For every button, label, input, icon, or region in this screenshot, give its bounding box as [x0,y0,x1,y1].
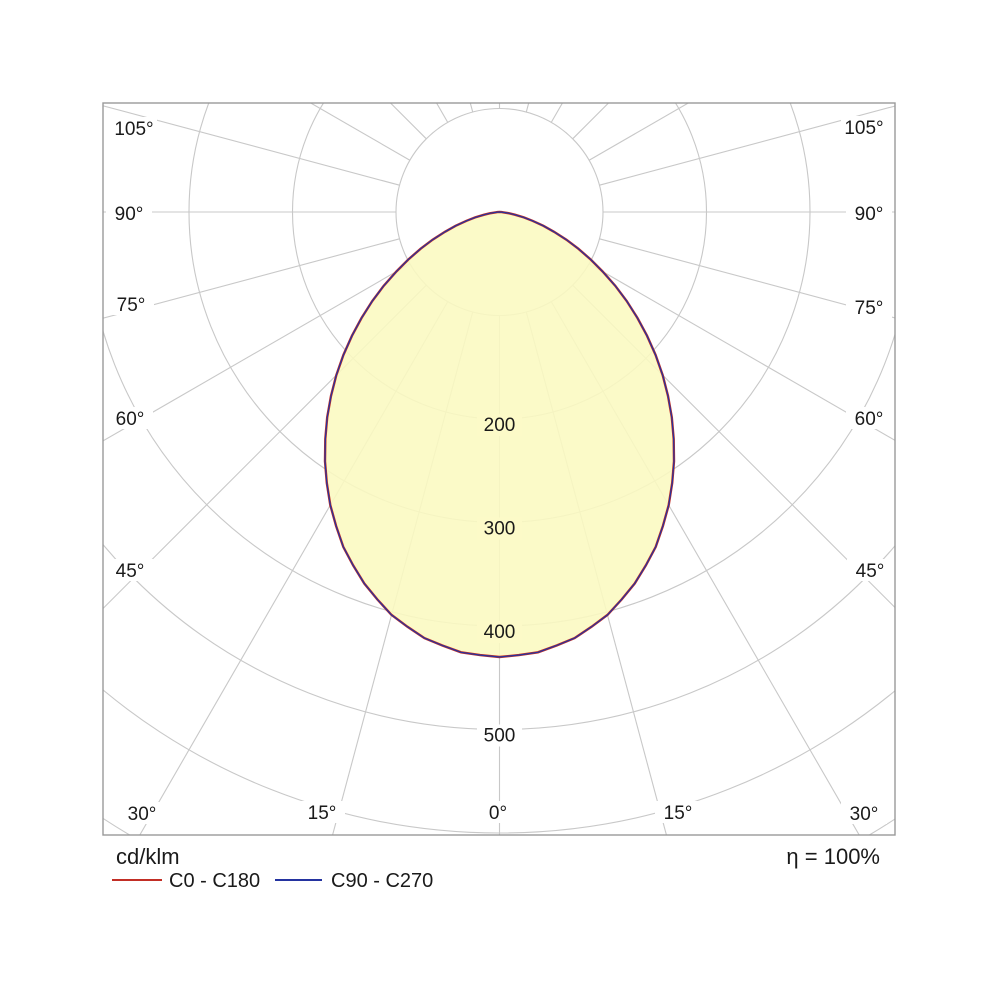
spoke-225deg [389,103,427,140]
angle-label-left-4: 45° [116,561,145,582]
angle-label-bg-bottom-2 [655,801,701,823]
ring-label-bg-400 [477,621,522,643]
angle-label-bg-left-3 [107,407,153,429]
ring-label-bg-200 [477,414,522,436]
ring-label-300: 300 [484,519,516,540]
angle-label-bg-left-4 [107,559,153,581]
ring-label-400: 400 [484,622,516,643]
spoke-240deg [309,103,411,161]
angle-label-right-2: 75° [855,298,884,319]
spoke-75deg [599,238,895,319]
ring-label-bg-300 [477,517,522,540]
legend-label-c0-c180: C0 - C180 [169,870,260,892]
angle-label-left-1: 90° [115,204,144,225]
spoke-105deg [599,105,895,186]
spoke-135deg [572,103,610,140]
spoke-150deg [550,103,564,123]
legend-label-c90-c270: C90 - C270 [331,870,433,892]
angle-label-bottom-2: 15° [664,803,693,824]
intensity-curves [323,210,676,659]
angle-label-bottom-1: 0° [489,803,507,824]
angle-label-right-4: 105° [844,118,883,139]
efficiency-label: η = 100% [786,844,880,869]
spoke-60deg [588,263,895,441]
angle-label-bg-left-0 [111,117,157,139]
angle-label-bg-left-5 [119,802,165,824]
angle-labels: 105° 90° 75° 60° 45° 30° 15° 0° 15° 30° 45° 60° 75° 9… [106,116,893,825]
angle-label-bg-right-4 [841,116,887,138]
angle-label-bottom-0: 15° [308,803,337,824]
angle-label-left-3: 60° [116,409,145,430]
angle-label-bg-right-3 [846,202,892,224]
angle-label-bg-bottom-1 [475,801,521,823]
ring-labels: 200 300 400 500 [477,414,522,747]
spoke-210deg [435,103,449,123]
angle-label-bottom-3: 30° [850,804,879,825]
spoke-120deg [588,103,690,161]
angle-label-bg-right-1 [846,407,892,429]
ring-label-bg-500 [477,724,522,747]
angle-label-bg-right-2 [846,296,892,318]
angle-label-bg-left-2 [108,293,154,315]
angle-label-right-1: 60° [855,409,884,430]
plot-border [102,102,896,836]
angle-label-left-0: 105° [114,119,153,140]
spoke-285deg [103,238,400,319]
angle-label-bg-right-0 [847,559,893,581]
curve-c90-c270 [324,211,675,658]
angle-label-bg-bottom-0 [299,801,345,823]
angle-label-left-5: 30° [128,804,157,825]
spoke-255deg [103,105,400,186]
angle-label-bg-bottom-3 [841,802,887,824]
spoke-195deg [469,103,474,113]
legend: C0 - C180 C90 - C270 [112,870,433,892]
ring-label-500: 500 [484,726,516,747]
angle-label-right-3: 90° [855,204,884,225]
angle-label-bg-left-1 [106,202,152,224]
spoke-300deg [103,263,411,442]
spoke-165deg [525,103,530,113]
ring-label-200: 200 [484,415,516,436]
angle-label-left-2: 75° [117,295,146,316]
angle-label-right-0: 45° [856,561,885,582]
unit-label: cd/klm [116,844,180,869]
